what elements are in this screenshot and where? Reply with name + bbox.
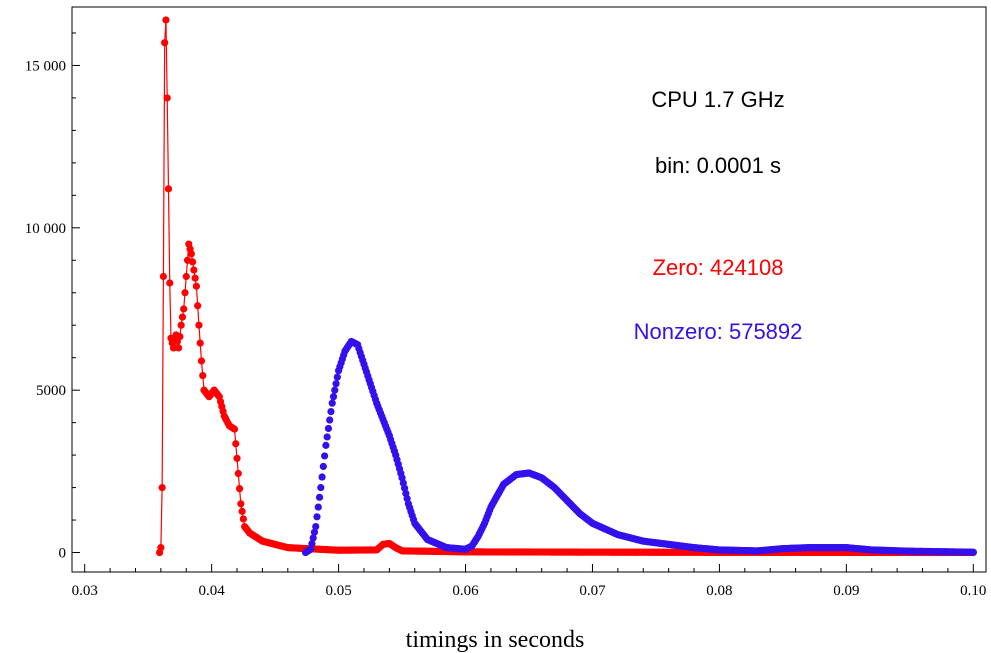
data-point — [310, 528, 319, 536]
data-point — [328, 399, 336, 407]
annotation-nonzero-count: Nonzero: 575892 — [634, 319, 803, 344]
plot-frame — [71, 6, 987, 573]
data-point — [178, 313, 187, 321]
series-0 — [155, 16, 977, 557]
data-point — [192, 282, 201, 290]
data-point — [969, 548, 977, 556]
data-point — [313, 513, 321, 521]
x-tick-label: 0.05 — [325, 583, 351, 599]
x-tick-label: 0.07 — [579, 583, 606, 599]
data-point — [187, 250, 195, 258]
data-point — [329, 393, 338, 401]
annotation-cpu: CPU 1.7 GHz — [651, 87, 784, 112]
data-point — [312, 522, 320, 531]
data-point — [161, 39, 169, 47]
data-point — [158, 483, 166, 492]
data-point — [191, 274, 199, 282]
data-point — [194, 302, 202, 310]
x-tick-label: 0.03 — [72, 583, 98, 599]
data-point — [327, 407, 335, 416]
data-point — [332, 380, 340, 388]
data-point — [239, 515, 247, 523]
data-point — [323, 433, 331, 441]
data-point — [234, 469, 242, 478]
data-point — [317, 483, 325, 492]
data-point — [164, 185, 173, 193]
y-tick-label: 5000 — [36, 383, 66, 399]
data-point — [176, 332, 184, 341]
data-point — [331, 386, 339, 394]
data-point — [321, 452, 329, 460]
data-point — [197, 357, 206, 365]
data-point — [322, 441, 330, 449]
data-point — [307, 545, 315, 553]
data-point — [230, 425, 239, 433]
data-point — [162, 16, 170, 24]
data-point — [196, 339, 204, 347]
data-point — [182, 272, 190, 281]
y-tick-label: 0 — [59, 546, 67, 562]
data-point — [237, 500, 245, 508]
data-point — [190, 266, 198, 274]
data-point — [318, 473, 326, 481]
data-point — [326, 416, 334, 424]
series-layer — [155, 16, 977, 557]
data-point — [181, 289, 189, 297]
series-1 — [301, 337, 977, 557]
data-point — [166, 279, 174, 287]
x-axis: 0.03 0.04 0.05 0.06 0.07 0.08 0.09 0.10 — [72, 564, 986, 599]
data-point — [157, 544, 165, 552]
x-tick-label: 0.06 — [452, 583, 479, 599]
data-point — [199, 371, 207, 380]
x-tick-label: 0.10 — [960, 583, 986, 599]
data-point — [175, 344, 183, 352]
data-point — [189, 258, 197, 266]
data-point — [324, 424, 333, 433]
data-point — [163, 94, 171, 102]
data-point — [169, 344, 178, 352]
series-line — [159, 19, 974, 554]
annotation-zero-count: Zero: 424108 — [653, 255, 784, 280]
data-point — [319, 462, 327, 471]
x-tick-label: 0.08 — [706, 583, 732, 599]
data-point — [235, 485, 244, 493]
data-point — [232, 440, 240, 448]
x-axis-title: timings in seconds — [406, 627, 585, 653]
annotation-bin: bin: 0.0001 s — [655, 153, 781, 178]
data-point — [315, 493, 324, 501]
data-point — [159, 272, 167, 281]
data-point — [195, 321, 203, 329]
data-point — [238, 507, 246, 515]
x-tick-label: 0.04 — [199, 583, 226, 599]
data-point — [309, 534, 317, 542]
x-tick-label: 0.09 — [833, 583, 859, 599]
y-tick-label: 15 000 — [25, 58, 66, 74]
data-point — [314, 503, 322, 511]
data-point — [233, 454, 241, 462]
data-point — [308, 539, 316, 548]
data-point — [177, 321, 185, 329]
y-axis: 0 5000 10 000 15 000 — [25, 32, 80, 562]
data-point — [333, 373, 341, 381]
y-tick-label: 10 000 — [25, 221, 66, 237]
data-point — [180, 305, 188, 313]
